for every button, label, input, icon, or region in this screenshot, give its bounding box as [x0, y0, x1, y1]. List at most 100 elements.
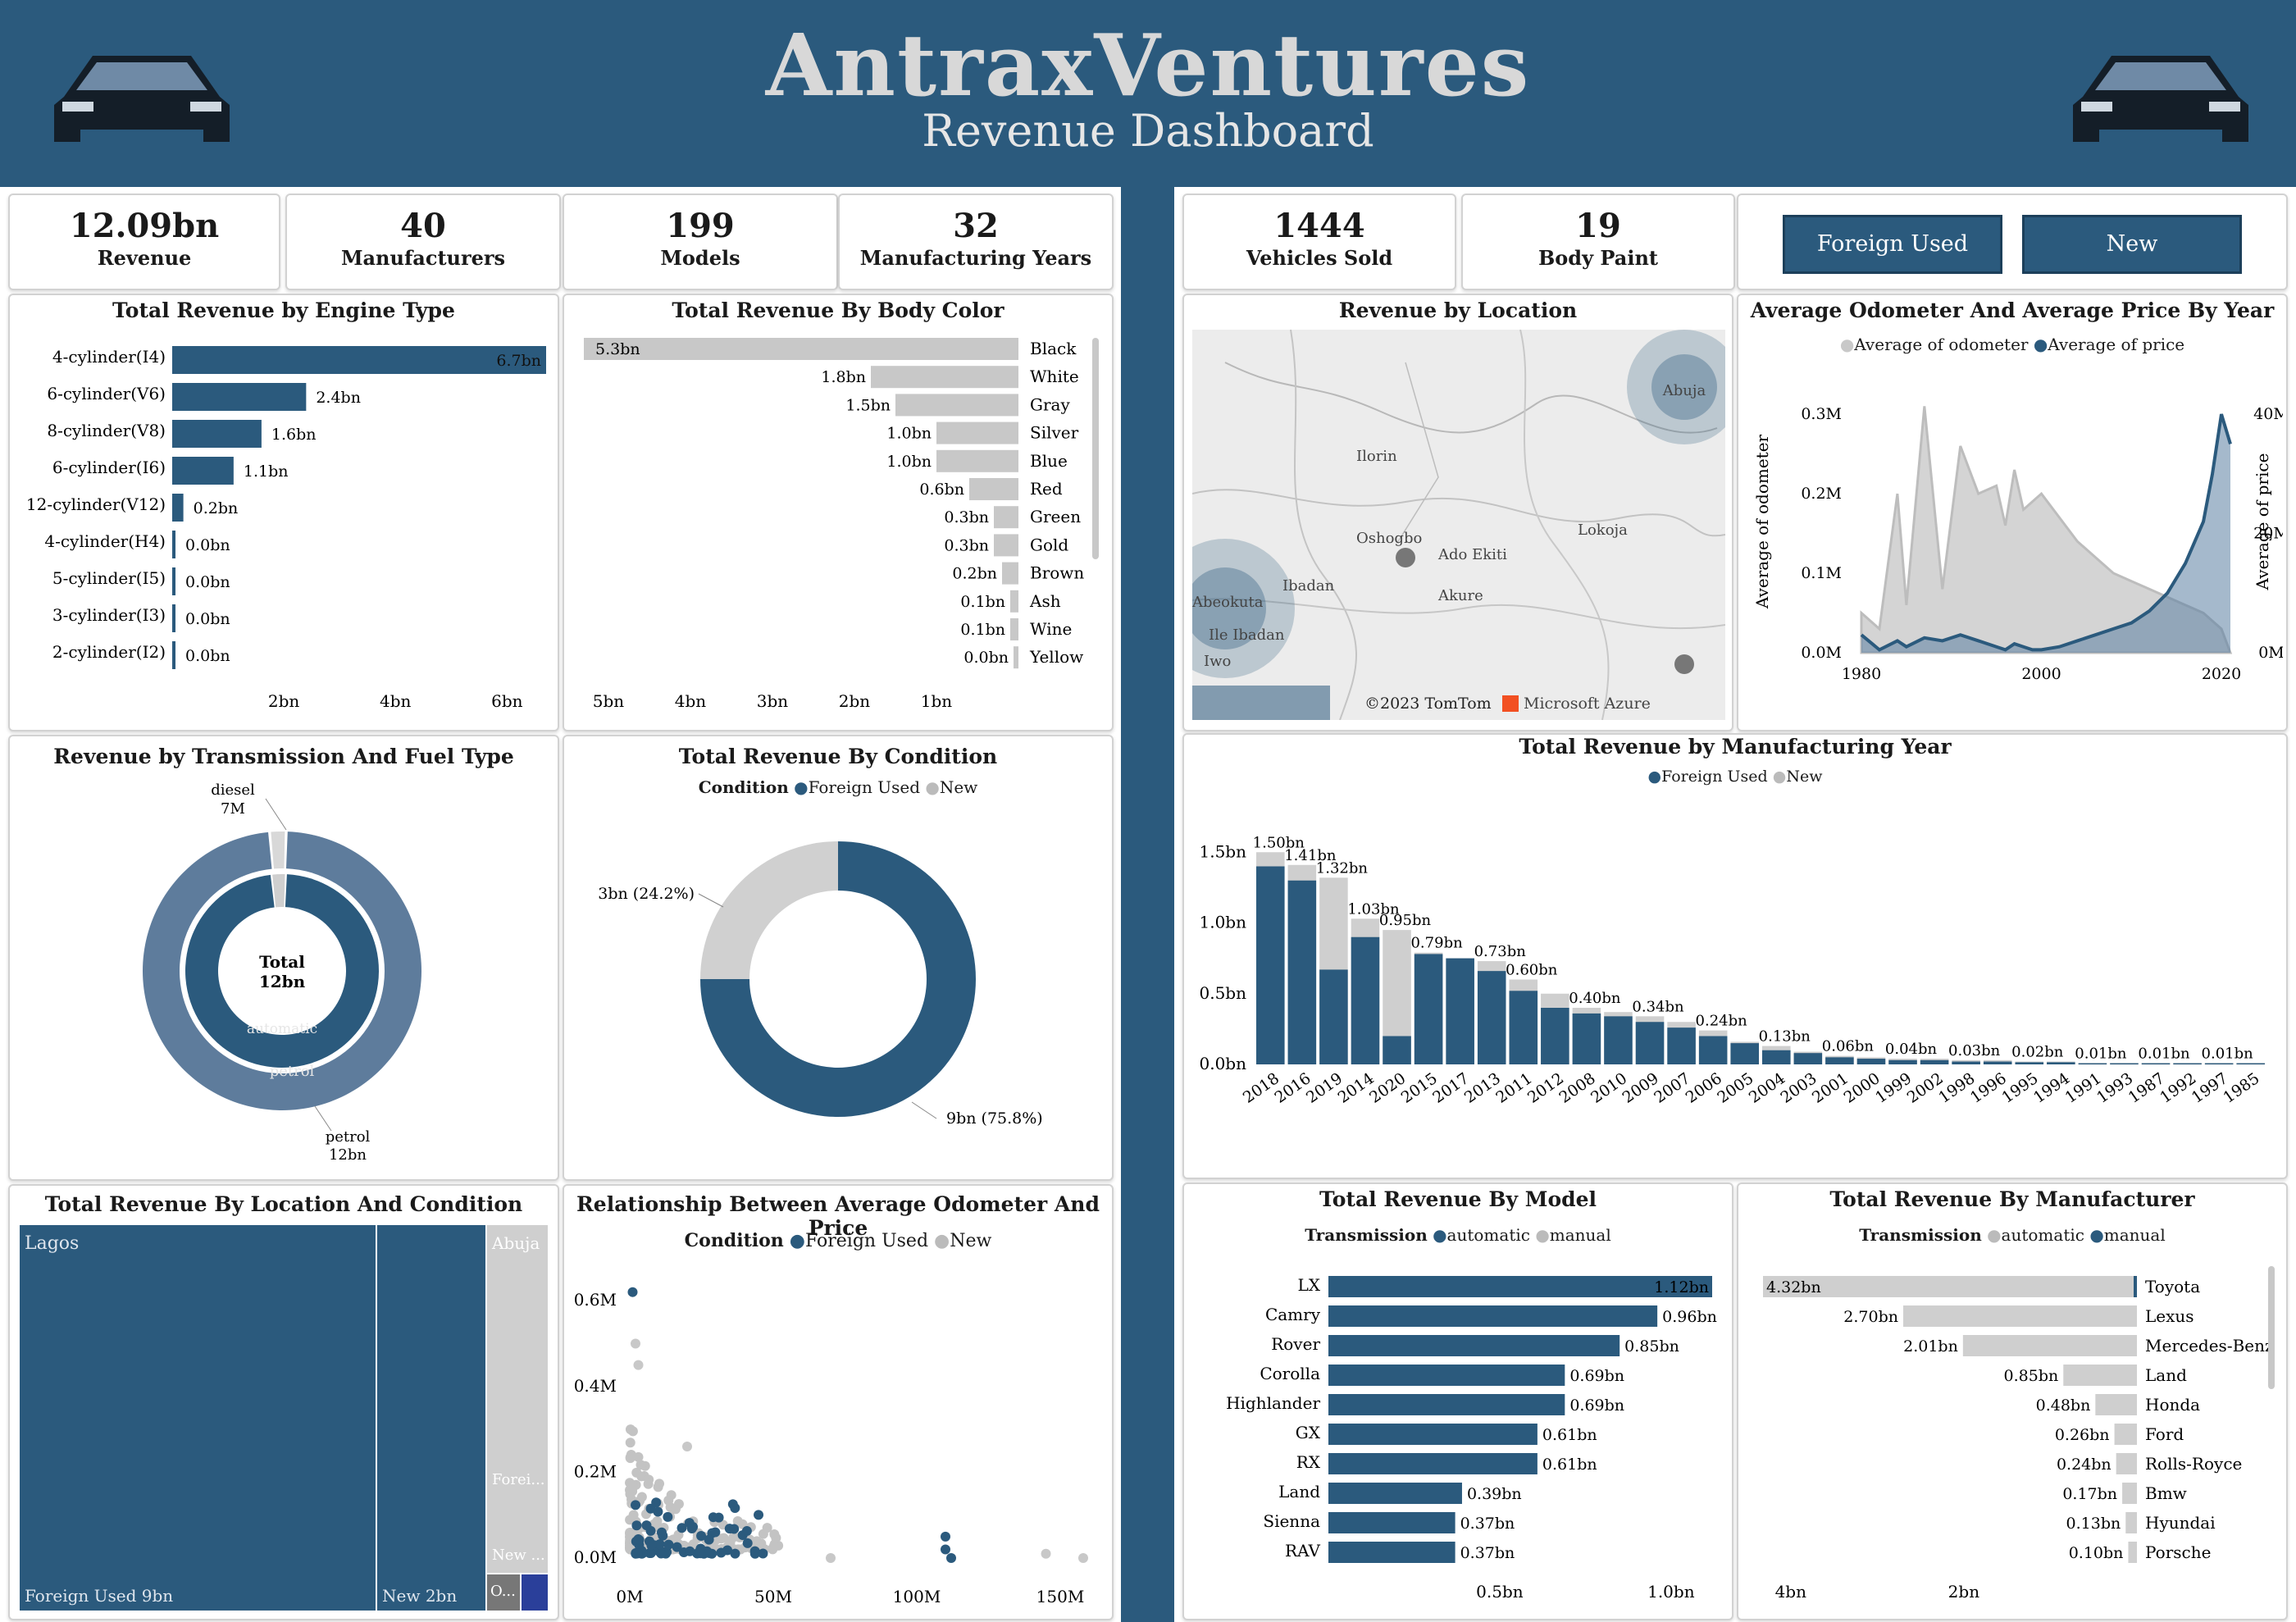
chart-title: Total Revenue By Manufacturer	[1829, 1187, 2195, 1211]
bar	[1763, 1276, 2137, 1297]
legend-item: automatic	[2001, 1225, 2084, 1245]
treemap-cell-other-new[interactable]	[522, 1574, 548, 1611]
tick-label: 0.0bn	[1200, 1054, 1247, 1073]
treemap-cell-abuja[interactable]: Abuja Forei... New ...	[487, 1225, 548, 1573]
scatter-point	[696, 1530, 707, 1541]
scrollbar[interactable]	[2268, 1266, 2275, 1389]
data-label: 0.61bn	[1542, 1456, 1597, 1474]
scatter-point	[682, 1442, 692, 1451]
legend-item: New	[1786, 768, 1823, 786]
slicer-foreign-used-button[interactable]: Foreign Used	[1783, 215, 2002, 274]
bar-foreign-used	[1762, 1050, 1791, 1064]
kpi-label: Body Paint	[1538, 246, 1658, 270]
category-label: Black	[1030, 339, 1077, 358]
bar	[1328, 1512, 1456, 1533]
treemap-cell-lagos-new[interactable]: New 2bn	[377, 1225, 485, 1611]
bar	[1962, 1335, 2137, 1356]
data-label: 0.0bn	[963, 649, 1009, 667]
category-label: 8-cylinder(V8)	[47, 421, 166, 440]
scatter-point	[651, 1497, 662, 1508]
category-label: RAV	[1285, 1541, 1321, 1560]
scatter-point	[742, 1538, 753, 1548]
category-label: 5-cylinder(I5)	[52, 568, 166, 588]
bar-foreign-used	[1856, 1059, 1886, 1064]
scatter-point	[670, 1504, 681, 1515]
bar	[1010, 618, 1018, 640]
kpi-value: 19	[1575, 207, 1621, 245]
odometer-price-year-card: Average Odometer And Average Price By Ye…	[1737, 294, 2288, 731]
treemap-cell-other[interactable]: O...	[487, 1574, 520, 1611]
location-condition-card: Total Revenue By Location And Condition …	[8, 1184, 559, 1620]
bar	[1328, 1483, 1462, 1504]
bar	[172, 420, 262, 448]
scatter-point	[730, 1548, 740, 1559]
bar-foreign-used	[2047, 1062, 2075, 1064]
manufacturer-card: Total Revenue By Manufacturer Transmissi…	[1737, 1182, 2288, 1620]
legend-title: Condition	[698, 777, 789, 797]
category-label: 3-cylinder(I3)	[52, 605, 166, 625]
tick-label: 2bn	[839, 691, 871, 711]
bar-foreign-used	[1256, 866, 1285, 1064]
kpi-manufacturers: 40 Manufacturers	[285, 194, 561, 290]
scatter-point	[729, 1524, 740, 1534]
category-label: 4-cylinder(I4)	[52, 347, 166, 367]
bar	[2128, 1542, 2137, 1563]
kpi-value: 40	[400, 207, 446, 245]
scatter-point	[1041, 1548, 1051, 1559]
tick-label: 1.0bn	[1200, 913, 1247, 932]
bar-foreign-used	[1920, 1059, 1949, 1064]
bar	[1328, 1335, 1620, 1356]
category-label: Land	[1278, 1482, 1320, 1501]
bar	[994, 506, 1018, 529]
scatter-point	[672, 1542, 682, 1552]
bar	[2134, 1276, 2137, 1297]
data-label: 0.73bn	[1474, 943, 1527, 960]
bar	[895, 394, 1018, 417]
bar	[1010, 590, 1018, 613]
leader-line	[265, 798, 287, 831]
data-label: 2.4bn	[316, 389, 361, 407]
treemap-cell-label: New 2bn	[382, 1586, 458, 1606]
scatter-point	[749, 1548, 760, 1559]
category-label: Bmw	[2145, 1483, 2187, 1503]
tick-label: 4bn	[675, 691, 707, 711]
segment-label: petrol	[270, 1063, 315, 1080]
leader-line	[698, 893, 724, 908]
data-label: 1.12bn	[1654, 1278, 1709, 1296]
category-label: Hyundai	[2145, 1513, 2216, 1533]
bar	[2095, 1394, 2137, 1415]
slicer-new-button[interactable]: New	[2022, 215, 2242, 274]
category-label: Yellow	[1029, 647, 1083, 667]
data-label: 0.26bn	[2055, 1426, 2110, 1444]
data-label: 0.0bn	[185, 647, 230, 665]
data-label: 0.69bn	[1569, 1396, 1624, 1415]
data-label: 0.01bn	[2075, 1045, 2127, 1062]
data-label: 0.3bn	[944, 508, 989, 526]
category-label: Wine	[1030, 619, 1072, 639]
data-label: 1.8bn	[821, 368, 866, 386]
scatter-point	[686, 1524, 697, 1534]
scrollbar[interactable]	[1092, 338, 1099, 559]
map-label: Lokoja	[1578, 522, 1628, 539]
scatter-point	[730, 1502, 740, 1513]
leader-line	[314, 1105, 332, 1132]
scatter-point	[708, 1512, 718, 1523]
data-label: 0.0bn	[185, 536, 230, 554]
area-series	[1861, 414, 2230, 653]
map-label: Akure	[1437, 587, 1483, 604]
data-label: 1.03bn	[1347, 900, 1400, 918]
tick-label: 1.0bn	[1647, 1582, 1695, 1601]
map-label: Ibadan	[1282, 577, 1335, 595]
chart-legend: ●Average of odometer ●Average of price	[1839, 335, 2185, 354]
data-label: 0.1bn	[960, 593, 1005, 611]
data-label: 9bn (75.8%)	[946, 1109, 1043, 1128]
category-label: Brown	[1030, 563, 1084, 583]
kpi-label: Models	[660, 246, 740, 270]
category-label: Gold	[1030, 535, 1068, 554]
category-label: 12-cylinder(V12)	[26, 494, 166, 514]
location-map[interactable]: Abuja Ilorin Oshogbo Ado Ekiti Lokoja Ibadan A…	[1192, 330, 1725, 720]
bar	[994, 534, 1018, 557]
treemap-cell-lagos-foreign[interactable]: Lagos Foreign Used 9bn	[20, 1225, 376, 1611]
odometer-price-card: Relationship Between Average Odometer An…	[563, 1184, 1114, 1620]
data-label: 0.85bn	[2004, 1367, 2059, 1385]
